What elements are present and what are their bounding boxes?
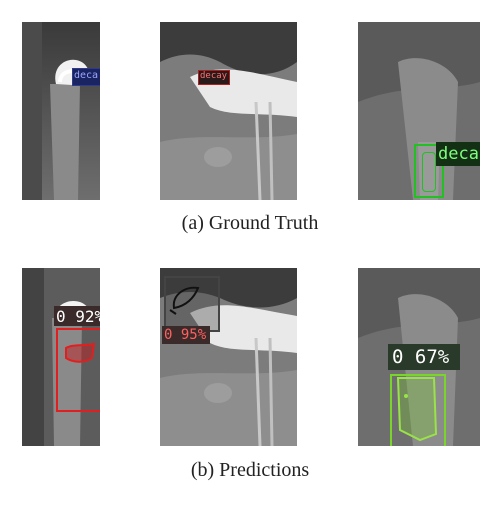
- gt-panel-2: decay: [160, 22, 297, 200]
- xray-image-5: [160, 268, 297, 446]
- xray-image-1: [22, 22, 100, 200]
- gt-label-3: deca: [438, 144, 479, 164]
- pred-mask-1: [65, 342, 96, 363]
- pred-mask-3: [396, 377, 438, 442]
- pred-panel-1: 0 92%: [22, 268, 100, 446]
- pred-label-1: 0 92%: [56, 307, 100, 326]
- pred-mask-2: [169, 286, 200, 315]
- pred-label-3: 0 67%: [392, 346, 450, 368]
- caption-ground-truth: (a) Ground Truth: [181, 212, 319, 234]
- gt-panel-1: deca: [22, 22, 100, 200]
- pred-panel-3: 0 67%: [358, 268, 480, 446]
- gt-label-2: decay: [200, 71, 228, 81]
- pred-panel-2: 0 95%: [160, 268, 297, 446]
- caption-predictions: (b) Predictions: [190, 459, 310, 481]
- gt-panel-3: deca: [358, 22, 480, 200]
- xray-image-2: [160, 22, 297, 200]
- pred-label-2: 0 95%: [164, 327, 207, 343]
- xray-image-3: [358, 22, 480, 200]
- gt-label-1: deca: [74, 70, 99, 81]
